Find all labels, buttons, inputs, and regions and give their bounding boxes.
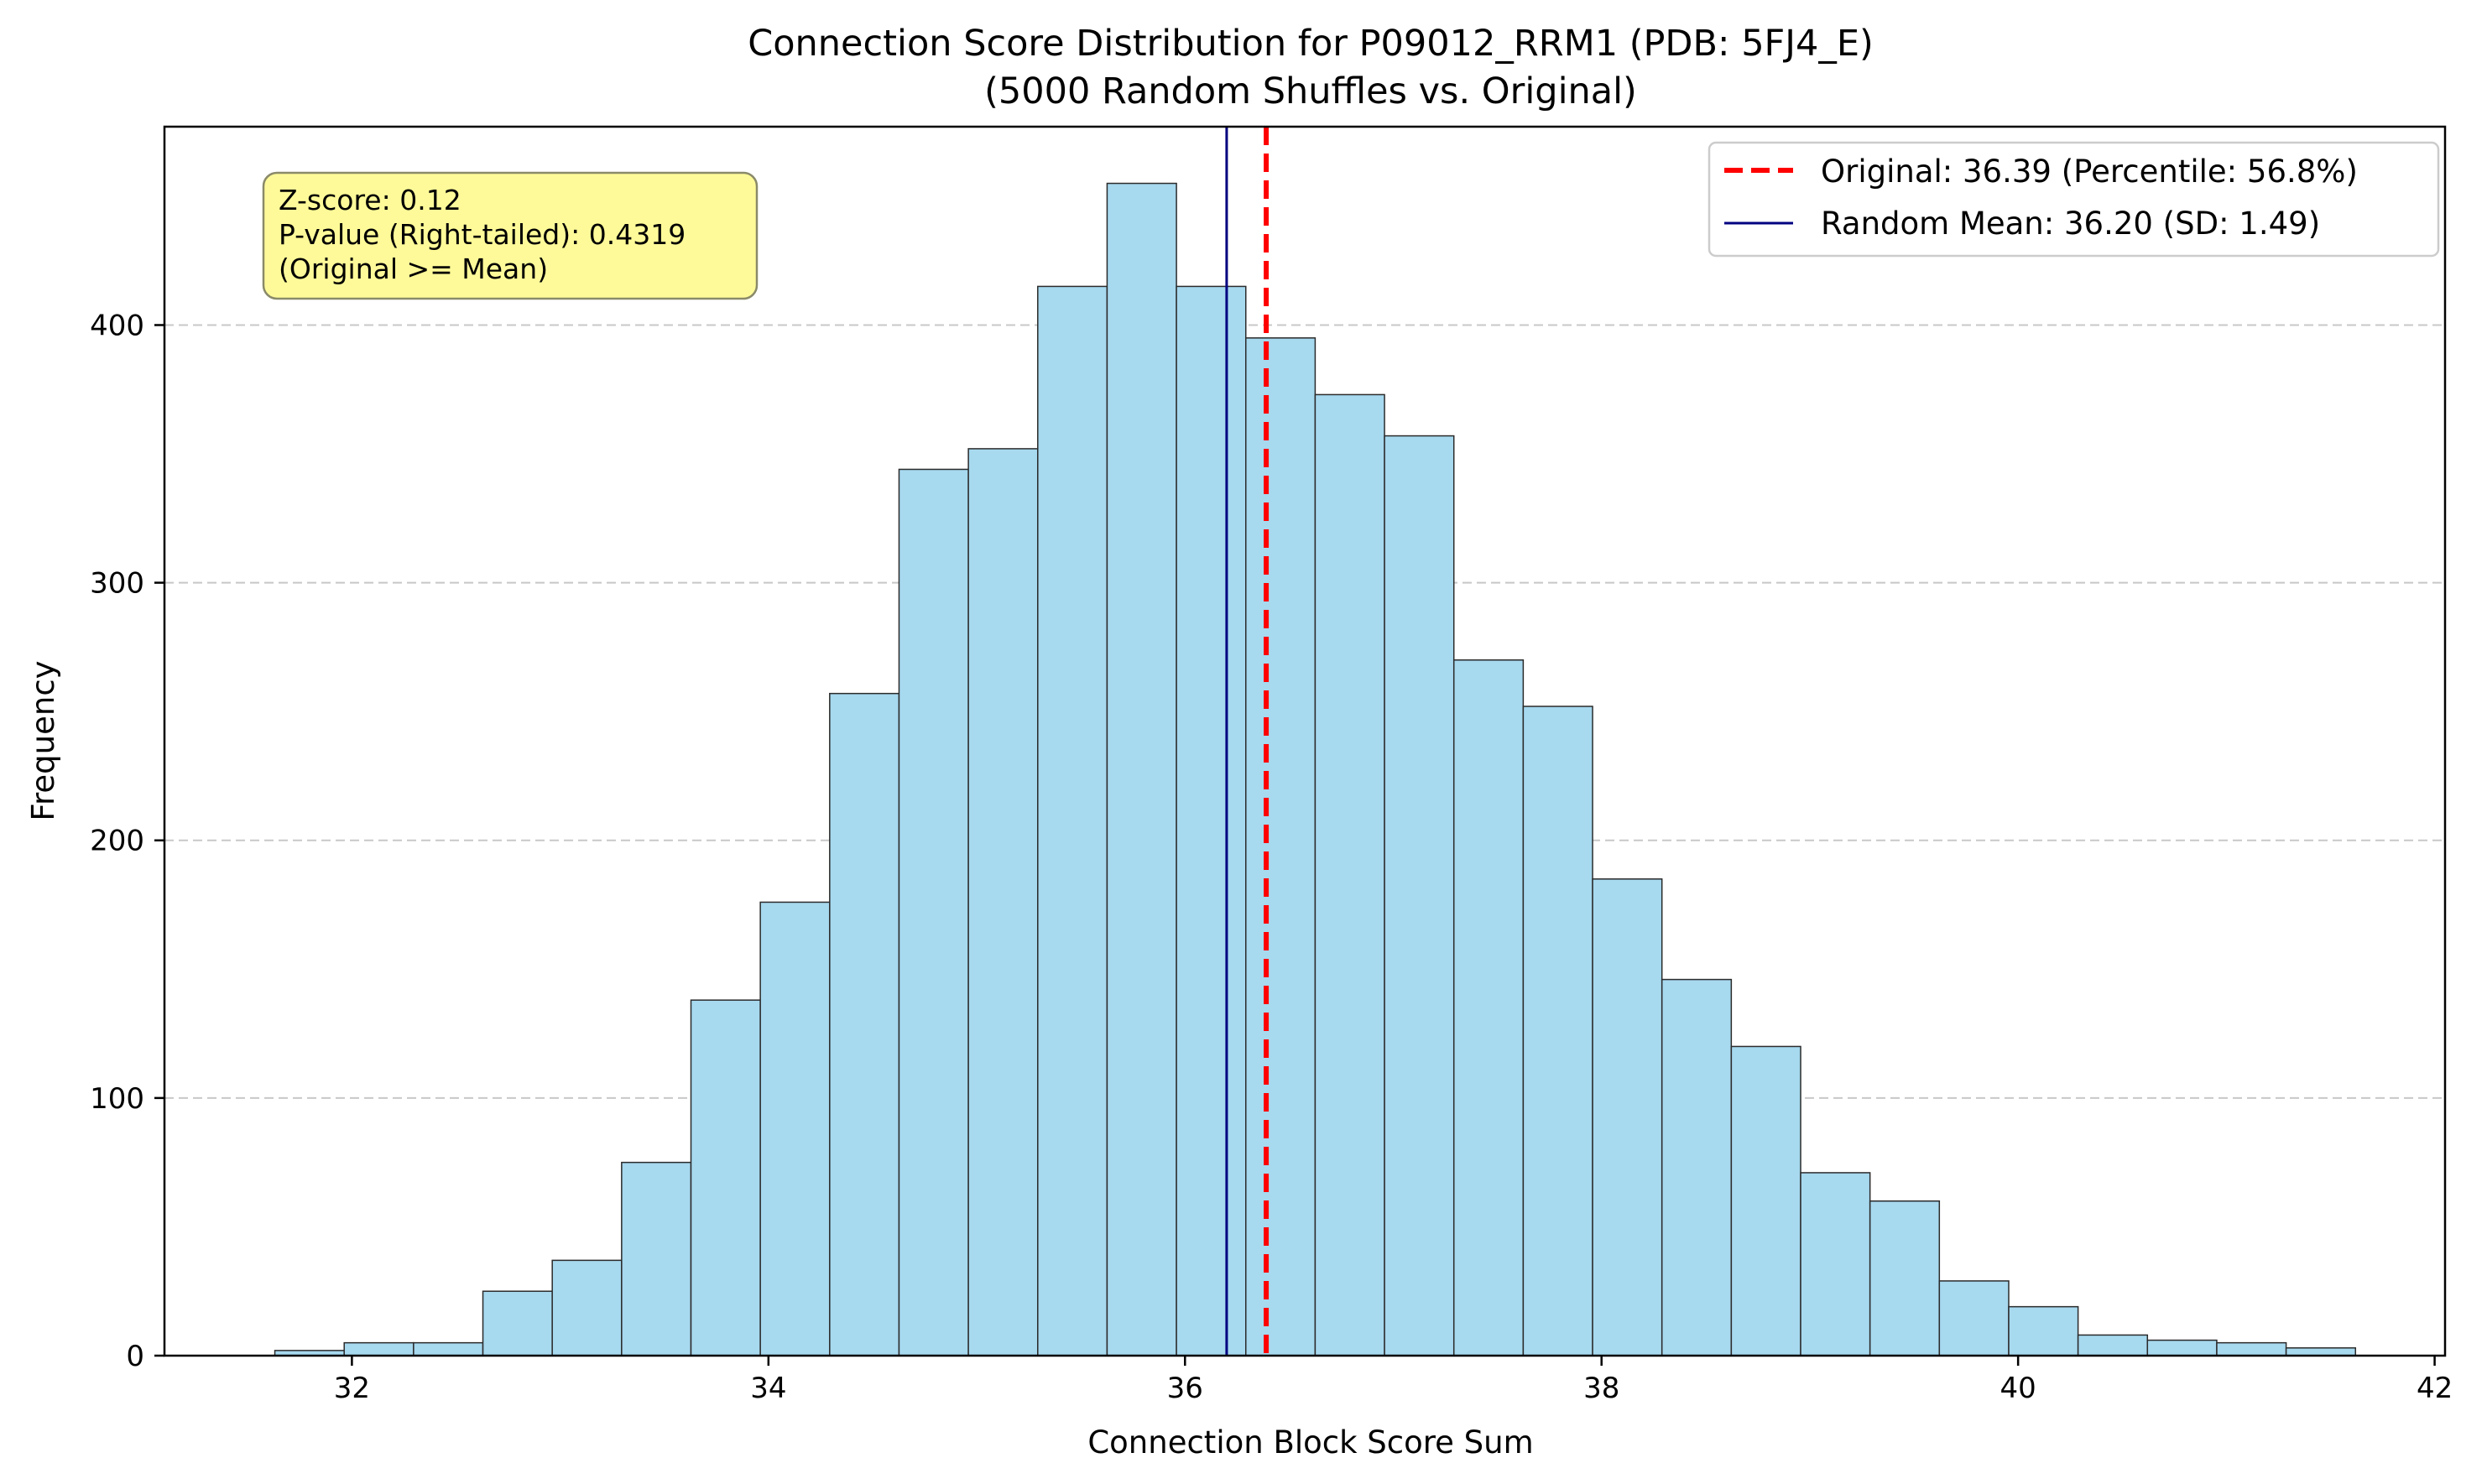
histogram-bar [621,1161,692,1356]
legend-entry-random-mean: Random Mean: 36.20 (SD: 1.49) [1821,206,2320,242]
histogram-bar [2216,1341,2287,1356]
histogram-bar [2077,1334,2149,1356]
y-tick-label: 400 [90,309,144,342]
x-axis-ticks: 32 34 36 38 40 42 [334,1356,2453,1405]
histogram-bar [1522,706,1593,1356]
histogram-bar [1245,337,1316,1356]
histogram-bar [1730,1045,1801,1356]
plot-area-frame [163,125,2447,1357]
x-tick-label: 40 [2000,1372,2036,1405]
histogram-bar [551,1259,623,1356]
y-tick-label: 0 [126,1340,144,1373]
histogram-bar [1938,1280,2010,1356]
annotation-box: Z-score: 0.12 P-value (Right-tailed): 0.… [262,171,759,300]
histogram-bar [690,999,761,1356]
histogram-bar [482,1290,553,1356]
histogram-bar [1452,659,1525,1356]
annotation-line-pvalue: P-value (Right-tailed): 0.4319 [279,218,686,251]
histogram-bar [2285,1347,2357,1356]
histogram-bar [1869,1200,1941,1356]
histogram-bar [898,468,969,1356]
x-tick-label: 36 [1167,1372,1203,1405]
histogram-bar [967,448,1039,1356]
legend: Original: 36.39 (Percentile: 56.8%) Rand… [1708,141,2440,258]
x-axis-label: Connection Block Score Sum [1087,1424,1533,1461]
legend-frame [1708,141,2440,258]
histogram-bar [1800,1172,1871,1356]
histogram-bars [274,182,2357,1356]
x-tick-label: 34 [750,1372,786,1405]
y-tick-label: 100 [90,1082,144,1116]
histogram-bar [1176,285,1247,1356]
chart-subtitle: (5000 Random Shuffles vs. Original) [984,70,1637,112]
gridlines [164,324,2445,1099]
legend-entry-original: Original: 36.39 (Percentile: 56.8%) [1821,154,2358,190]
annotation-line-zscore: Z-score: 0.12 [279,184,461,216]
histogram-bar [343,1341,414,1356]
histogram-bar [1037,285,1108,1356]
y-tick-label: 200 [90,825,144,858]
histogram-bar [1592,878,1663,1356]
y-axis-label: Frequency [25,660,61,820]
histogram-bar [1661,978,1733,1356]
x-tick-label: 32 [334,1372,370,1405]
histogram-bar [1106,182,1177,1356]
histogram-bar [829,692,900,1356]
x-tick-label: 42 [2417,1372,2453,1405]
y-axis-ticks: 0 100 200 300 400 [90,309,164,1373]
x-tick-label: 38 [1583,1372,1619,1405]
histogram-bar [2008,1305,2079,1356]
histogram-bar [2146,1339,2218,1356]
y-tick-label: 300 [90,567,144,601]
annotation-line-condition: (Original >= Mean) [279,253,548,285]
chart-title: Connection Score Distribution for P09012… [748,23,1874,65]
histogram-bar [1314,393,1385,1356]
histogram-bar [413,1341,484,1356]
reference-lines [1225,127,1270,1356]
annotation-background [262,171,759,300]
histogram-bar [1384,435,1455,1356]
histogram-bar [759,901,831,1356]
